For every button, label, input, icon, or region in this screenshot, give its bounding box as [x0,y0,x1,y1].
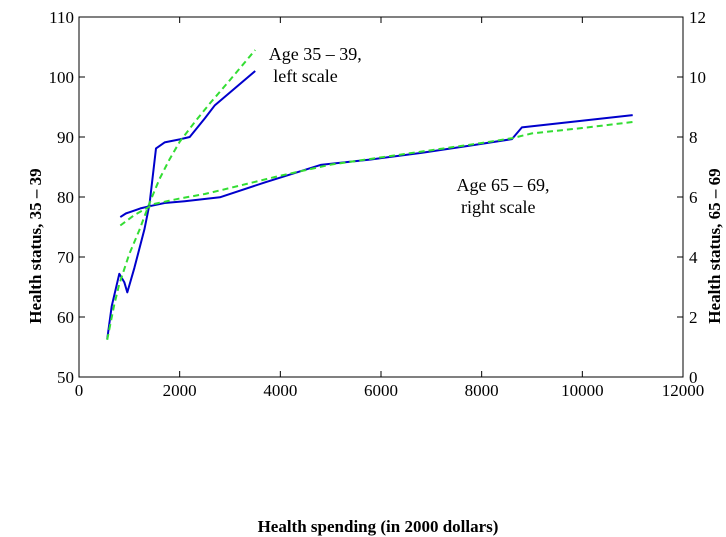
y-right-tick-label: 8 [689,128,698,147]
series-line-age35-fitted [106,49,256,340]
y-right-tick-label: 2 [689,308,698,327]
x-tick-label: 2000 [163,381,197,400]
series-line-age65-fitted [119,121,633,227]
y-left-tick-label: 90 [57,128,74,147]
y-left-tick-label: 80 [57,188,74,207]
y-left-tick-label: 70 [57,248,74,267]
annotation-age-65-line1: Age 65 – 69, [457,175,550,195]
series-line-age35-actual [106,70,256,340]
annotation-age-35-line2: left scale [269,66,338,86]
y-left-tick-label: 60 [57,308,74,327]
y-right-tick-label: 12 [689,8,706,27]
y-right-tick-label: 10 [689,68,706,87]
y-left-tick-label: 110 [49,8,74,27]
x-tick-label: 4000 [263,381,297,400]
x-axis-title: Health spending (in 2000 dollars) [258,517,499,536]
series-line-age65-actual [119,114,633,218]
y-left-tick-label: 50 [57,368,74,387]
plot-marks [106,49,633,340]
x-tick-label: 10000 [561,381,604,400]
annotation-age-35-line1: Age 35 – 39, [269,44,362,64]
y-left-tick-label: 100 [49,68,75,87]
x-tick-label: 6000 [364,381,398,400]
y-axis-left-title: Health status, 35 – 39 [26,168,45,323]
y-right-tick-label: 4 [689,248,698,267]
x-tick-label: 12000 [662,381,705,400]
y-right-tick-label: 0 [689,368,698,387]
x-tick-label: 0 [75,381,84,400]
axis-ticks: 0 2000 4000 6000 8000 10000 120005060708090100… [49,8,707,400]
y-right-tick-label: 6 [689,188,698,207]
x-tick-label: 8000 [465,381,499,400]
plot-border [78,16,684,378]
plot-frame [78,16,684,378]
y-axis-right-title: Health status, 65 – 69 [705,168,724,323]
annotation-age-65-line2: right scale [457,197,536,217]
